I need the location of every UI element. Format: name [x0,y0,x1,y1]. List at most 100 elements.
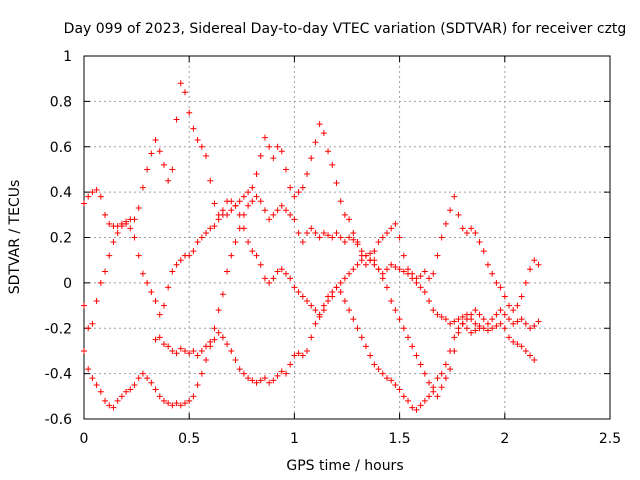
data-point [219,334,226,341]
data-point [203,229,210,236]
data-point [173,400,180,407]
data-point [249,377,256,384]
data-point [110,239,117,246]
data-point [371,248,378,255]
data-point [173,261,180,268]
data-point [299,184,306,191]
data-point [354,261,361,268]
data-point [304,298,311,305]
data-point [489,270,496,277]
data-point [337,198,344,205]
data-point [476,325,483,332]
data-point [85,325,92,332]
data-point [405,334,412,341]
data-point [135,205,142,212]
data-point [312,229,319,236]
data-point [379,234,386,241]
data-point [459,225,466,232]
data-point [329,161,336,168]
data-point [463,316,470,323]
data-point [131,216,138,223]
data-point [358,257,365,264]
data-point [106,220,113,227]
data-point [287,361,294,368]
data-point [299,293,306,300]
data-point [228,347,235,354]
data-point [253,170,260,177]
data-point [522,347,529,354]
data-point [333,229,340,236]
data-point [240,225,247,232]
data-point [455,325,462,332]
data-point [278,368,285,375]
data-point [522,279,529,286]
data-point [438,234,445,241]
data-point [203,357,210,364]
data-point [447,207,454,214]
data-point [118,393,125,400]
data-point [253,379,260,386]
data-point [308,155,315,162]
data-point [421,370,428,377]
data-point [299,352,306,359]
data-point [215,329,222,336]
data-point [295,350,302,357]
data-point [413,352,420,359]
data-point [320,229,327,236]
data-point [232,202,239,209]
data-point [152,386,159,393]
y-tick-label: 1 [63,49,72,65]
data-point [173,116,180,123]
data-point [245,189,252,196]
data-point [160,397,167,404]
data-point [325,293,332,300]
x-tick-label: 1.5 [388,431,410,447]
data-point [278,148,285,155]
data-point [198,370,205,377]
data-point [459,313,466,320]
data-point [379,275,386,282]
data-point [261,134,268,141]
data-point [400,325,407,332]
data-point [282,166,289,173]
data-point [198,234,205,241]
data-point [531,357,538,364]
data-point [190,125,197,132]
data-point [421,268,428,275]
data-point [434,375,441,382]
data-point [93,381,100,388]
data-point [468,225,475,232]
data-point [337,288,344,295]
data-point [400,252,407,259]
data-point [472,327,479,334]
data-point [236,366,243,373]
data-point [102,211,109,218]
data-point [417,361,424,368]
data-point [316,121,323,128]
x-tick-label: 0 [80,431,89,447]
data-point [325,148,332,155]
data-point [409,404,416,411]
data-point [484,261,491,268]
data-point [169,402,176,409]
data-point [497,320,504,327]
data-point [287,275,294,282]
data-point [156,334,163,341]
data-point [354,241,361,248]
data-point [274,268,281,275]
data-point [484,327,491,334]
data-point [438,370,445,377]
data-point [400,393,407,400]
data-point [426,379,433,386]
data-point [341,239,348,246]
data-point [396,266,403,273]
data-point [400,268,407,275]
data-point [215,216,222,223]
data-point [514,318,521,325]
data-points [81,80,542,413]
data-point [144,166,151,173]
data-point [144,375,151,382]
y-tick-label: 0.6 [50,140,72,156]
data-point [198,347,205,354]
